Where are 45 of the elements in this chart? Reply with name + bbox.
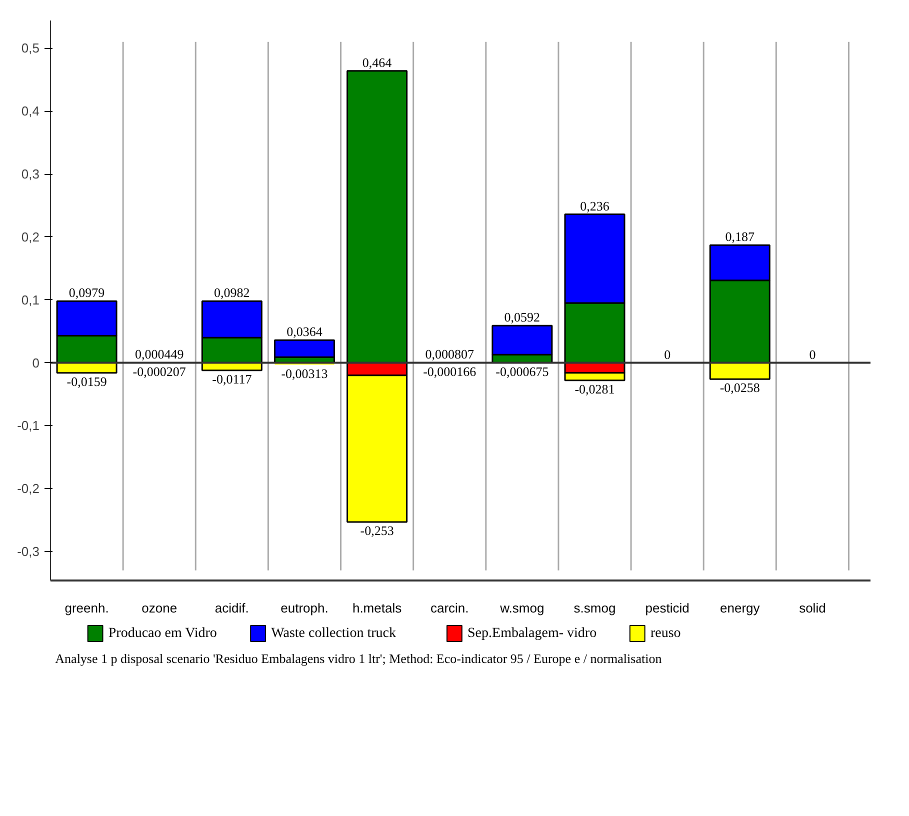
annotation: 0,0364 bbox=[286, 324, 323, 339]
annotation: -0,0281 bbox=[574, 381, 615, 396]
x-tick-label: pesticid bbox=[645, 600, 690, 616]
text: Analyse 1 p disposal scenario 'Residuo Embalagens vidro 1 ltr'; Method: Eco-indicator 95 / Europe e / normalisation bbox=[55, 651, 662, 666]
legend-label: Producao em Vidro bbox=[108, 626, 217, 641]
annotation: 0,0982 bbox=[214, 285, 250, 300]
annotation: 0,000807 bbox=[425, 346, 474, 362]
legend-label: Sep.Embalagem- vidro bbox=[468, 626, 597, 641]
x-tick-label: acidif. bbox=[214, 600, 249, 616]
legend-label: Waste collection truck bbox=[271, 626, 396, 641]
y-tick-label: 0,2 bbox=[21, 229, 40, 244]
x-tick-label: ozone bbox=[142, 600, 178, 616]
annotation: 0,000449 bbox=[134, 346, 184, 362]
y-tick-label: -0,3 bbox=[17, 544, 40, 560]
x-tick-label: eutroph. bbox=[280, 600, 328, 616]
annotation: 0,464 bbox=[362, 54, 392, 70]
annotation: 0 bbox=[664, 346, 671, 362]
x-tick-label: carcin. bbox=[430, 600, 469, 616]
x-tick-label: w.smog bbox=[499, 600, 544, 616]
y-tick-label: 0 bbox=[32, 355, 40, 370]
annotation: -0,00313 bbox=[281, 366, 328, 381]
legend-label: reuso bbox=[650, 626, 681, 641]
annotation: 0,187 bbox=[725, 229, 756, 244]
annotation: -0,0159 bbox=[66, 374, 107, 389]
annotation: -0,0117 bbox=[212, 371, 252, 386]
annotation: -0,000207 bbox=[132, 364, 186, 379]
y-tick-label: 0,1 bbox=[21, 292, 40, 308]
annotation: 0,236 bbox=[580, 198, 610, 214]
annotation: -0,000166 bbox=[423, 364, 477, 379]
x-tick-label: energy bbox=[720, 600, 760, 616]
annotation: -0,0258 bbox=[720, 380, 760, 396]
y-tick-label: 0,5 bbox=[21, 40, 40, 56]
annotation: 0,0592 bbox=[504, 310, 540, 325]
x-tick-label: greenh. bbox=[64, 600, 109, 616]
x-tick-label: solid bbox=[799, 600, 826, 616]
annotation: 0 bbox=[809, 346, 816, 362]
annotation: 0,0979 bbox=[68, 285, 105, 300]
x-tick-label: h.metals bbox=[352, 600, 402, 616]
annotation: -0,253 bbox=[360, 522, 394, 538]
y-tick-label: 0,3 bbox=[21, 166, 40, 182]
y-tick-label: -0,2 bbox=[17, 481, 40, 496]
x-tick-label: s.smog bbox=[574, 600, 616, 616]
y-tick-label: 0,4 bbox=[21, 104, 40, 119]
annotation: -0,000675 bbox=[496, 364, 549, 380]
y-tick-label: -0,1 bbox=[17, 418, 40, 434]
